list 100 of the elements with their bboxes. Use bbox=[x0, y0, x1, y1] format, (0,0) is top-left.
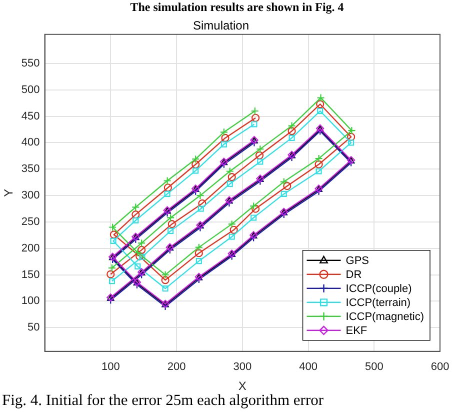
point bbox=[256, 177, 264, 186]
y-tick-label: 500 bbox=[21, 84, 40, 96]
point bbox=[108, 223, 117, 232]
point bbox=[132, 217, 139, 224]
point bbox=[230, 226, 238, 234]
point bbox=[255, 151, 264, 160]
x-axis-title: X bbox=[238, 379, 246, 394]
y-tick-label: 50 bbox=[28, 322, 40, 334]
point bbox=[192, 168, 199, 174]
y-tick-label: 550 bbox=[21, 57, 40, 70]
point bbox=[348, 140, 354, 146]
legend-label: ICCP(couple) bbox=[346, 282, 412, 295]
point bbox=[134, 263, 141, 270]
caption: Fig. 4. Initial for the error 25m each algorithm error bbox=[2, 391, 324, 410]
point bbox=[280, 190, 287, 197]
point bbox=[220, 128, 228, 136]
chart-title: Simulation bbox=[192, 18, 250, 33]
point bbox=[110, 238, 116, 244]
point bbox=[108, 278, 115, 284]
point bbox=[192, 155, 200, 164]
point bbox=[166, 246, 174, 254]
point bbox=[192, 160, 200, 168]
point bbox=[221, 134, 230, 142]
x-tick-label: 400 bbox=[299, 361, 318, 374]
point bbox=[251, 121, 258, 128]
point bbox=[348, 126, 356, 135]
legend-label: ICCP(terrain) bbox=[346, 296, 411, 309]
point bbox=[314, 160, 323, 168]
point bbox=[250, 106, 259, 116]
point bbox=[250, 202, 258, 210]
point bbox=[196, 191, 204, 200]
point bbox=[138, 270, 146, 279]
point bbox=[316, 127, 324, 136]
point bbox=[161, 276, 170, 284]
point bbox=[317, 108, 324, 114]
point bbox=[257, 158, 264, 165]
point bbox=[194, 243, 203, 252]
point bbox=[106, 296, 115, 304]
point bbox=[106, 270, 115, 278]
point bbox=[225, 198, 234, 207]
point bbox=[164, 190, 170, 197]
point bbox=[138, 246, 146, 254]
point bbox=[288, 153, 296, 162]
point bbox=[168, 220, 176, 228]
point bbox=[228, 220, 236, 228]
x-tick-label: 600 bbox=[430, 361, 450, 374]
x-tick-label: 100 bbox=[101, 361, 120, 374]
point bbox=[288, 122, 296, 130]
y-tick-label: 250 bbox=[21, 216, 40, 228]
point bbox=[226, 180, 233, 187]
point bbox=[316, 168, 322, 174]
y-tick-label: 400 bbox=[21, 136, 40, 149]
point bbox=[280, 210, 288, 219]
point bbox=[228, 234, 235, 240]
point bbox=[166, 214, 175, 222]
point bbox=[198, 199, 206, 208]
point bbox=[132, 280, 142, 289]
point bbox=[198, 206, 204, 212]
point bbox=[250, 138, 258, 147]
point bbox=[192, 187, 200, 196]
point bbox=[288, 134, 295, 141]
point bbox=[138, 239, 146, 248]
y-tick-label: 200 bbox=[21, 242, 40, 254]
point bbox=[196, 224, 204, 232]
point bbox=[163, 176, 172, 185]
point bbox=[252, 204, 260, 213]
point bbox=[280, 178, 288, 186]
point bbox=[163, 208, 172, 218]
point bbox=[161, 270, 170, 279]
point bbox=[314, 154, 323, 163]
y-tick-label: 150 bbox=[21, 268, 40, 281]
point bbox=[168, 228, 174, 234]
point bbox=[132, 203, 140, 212]
point bbox=[139, 254, 146, 260]
point bbox=[132, 210, 140, 219]
point bbox=[220, 160, 228, 168]
point bbox=[316, 100, 324, 108]
legend-label: EKF bbox=[346, 324, 368, 337]
point bbox=[220, 141, 227, 148]
point bbox=[228, 173, 236, 182]
point bbox=[110, 230, 118, 239]
point bbox=[194, 249, 203, 258]
point bbox=[316, 94, 325, 102]
point bbox=[256, 145, 264, 154]
y-tick-label: 450 bbox=[21, 110, 40, 122]
point bbox=[347, 132, 356, 141]
point bbox=[250, 214, 257, 221]
x-tick-label: 300 bbox=[233, 361, 252, 374]
y-tick-label: 300 bbox=[21, 190, 40, 202]
point bbox=[250, 234, 258, 242]
x-tick-label: 200 bbox=[167, 361, 186, 374]
point bbox=[283, 182, 292, 190]
y-tick-label: 100 bbox=[21, 295, 40, 308]
point bbox=[164, 184, 172, 192]
point bbox=[194, 275, 203, 284]
point bbox=[108, 264, 116, 272]
text: The simulation results are shown in Fig. 4 bbox=[129, 0, 345, 14]
point bbox=[134, 248, 142, 257]
y-tick-label: 350 bbox=[21, 163, 40, 176]
point bbox=[196, 258, 202, 264]
